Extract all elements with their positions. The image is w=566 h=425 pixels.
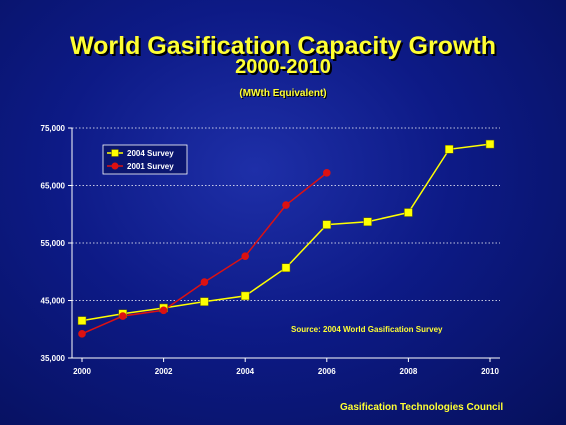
source-annotation: Source: 2004 World Gasification Survey: [291, 325, 443, 334]
data-point-2004-survey: [444, 145, 454, 154]
y-tick-labels: 35,000 45,000 55,000 65,000 75,000: [41, 124, 72, 363]
data-point-2001-survey: [119, 312, 127, 320]
legend-marker-2004: [111, 149, 119, 157]
data-point-2004-survey: [322, 220, 332, 229]
data-point-2004-survey: [404, 208, 413, 217]
data-point-2001-survey: [78, 330, 86, 338]
slide-title: World Gasification Capacity Growth: [70, 32, 496, 60]
x-tick-label: 2004: [236, 367, 254, 376]
x-tick-label: 2000: [73, 367, 91, 376]
data-point-2004-survey: [240, 291, 250, 301]
x-tick-label: 2006: [318, 367, 336, 376]
legend-marker-2001: [111, 162, 119, 170]
x-tick-label: 2010: [481, 367, 499, 376]
data-point-2001-survey: [323, 169, 331, 177]
x-tick-label: 2008: [400, 367, 418, 376]
data-point-2004-survey: [485, 139, 495, 149]
data-point-2001-survey: [200, 278, 209, 286]
data-point-2001-survey: [241, 252, 249, 261]
footer-organization: Gasification Technologies Council: [340, 402, 504, 413]
x-tick-labels: 2000 2002 2004 2006 2008 2010: [73, 358, 499, 376]
y-tick-label: 35,000: [41, 354, 66, 363]
legend-label-2004: 2004 Survey: [127, 149, 174, 158]
data-point-2001-survey: [159, 306, 168, 315]
x-tick-label: 2002: [155, 367, 173, 376]
data-point-2004-survey: [77, 316, 87, 325]
y-tick-label: 45,000: [41, 297, 66, 306]
data-point-2004-survey: [281, 263, 291, 272]
data-point-2004-survey: [363, 217, 372, 226]
slide-title-years: 2000-2010: [235, 56, 331, 78]
y-tick-label: 65,000: [41, 182, 66, 191]
data-point-2001-survey: [282, 201, 290, 209]
grid: [72, 127, 500, 301]
legend: 2004 Survey 2001 Survey: [102, 144, 188, 175]
y-tick-label: 55,000: [41, 239, 66, 248]
slide-subtitle: (MWth Equivalent): [239, 88, 327, 99]
y-tick-label: 75,000: [41, 124, 66, 133]
series: [77, 139, 495, 338]
legend-label-2001: 2001 Survey: [127, 162, 174, 171]
data-point-2004-survey: [200, 297, 209, 306]
